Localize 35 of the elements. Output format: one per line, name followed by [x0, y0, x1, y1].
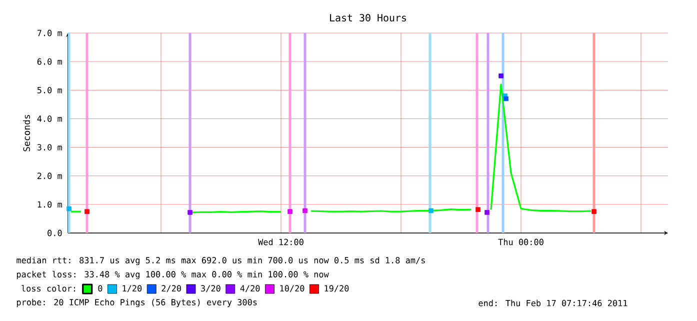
point [188, 210, 192, 215]
point [428, 208, 434, 214]
point [592, 209, 596, 214]
y-tick-label: 5.0 m [37, 86, 62, 94]
text: packet loss: 33.48 % avg 100.00 % max 0.00 % min 100.00 % now [16, 270, 329, 280]
text: end: Thu Feb 17 07:17:46 2011 [478, 300, 628, 306]
legend-label: 19/20 [324, 285, 349, 292]
point [498, 73, 504, 78]
point [66, 206, 72, 212]
chart-title: Last 30 Hours [330, 14, 406, 22]
x-tick-label: Wed 12:00 [258, 238, 304, 246]
legend-label: 2/20 [162, 285, 181, 292]
legend-label: 3/20 [201, 285, 220, 292]
legend-label: 4/20 [240, 285, 260, 292]
point [84, 209, 90, 214]
y-tick-label: 1.0 m [38, 201, 62, 208]
y-tick-label: 0.0 [48, 230, 62, 236]
point [302, 208, 308, 214]
legend-label: 10/20 [280, 285, 304, 292]
legend-title: loss color: [22, 285, 76, 292]
legend-label: 1/20 [122, 285, 142, 292]
text: median rtt: 831.7 us avg 5.2 ms max 692.0 us min 700.0 us now 0.5 ms sd 1.8 am/s [16, 256, 425, 266]
y-tick-label: 6.0 m [37, 58, 62, 65]
y-tick-label: 7.0 m [37, 30, 62, 36]
point [288, 209, 292, 214]
y-tick-label: 3.0 m [37, 144, 62, 150]
point [484, 210, 490, 215]
y-tick-label: 4.0 m [37, 116, 62, 122]
point [504, 96, 508, 102]
text: probe: 20 ICMP Echo Pings (56 Bytes) every 300s [16, 298, 257, 308]
y-axis-title: Seconds [23, 114, 30, 152]
x-tick-label: Thu 00:00 [498, 238, 544, 246]
y-tick-label: 2.0 m [37, 172, 62, 180]
point [476, 207, 480, 212]
legend-label: 0 [98, 285, 102, 292]
